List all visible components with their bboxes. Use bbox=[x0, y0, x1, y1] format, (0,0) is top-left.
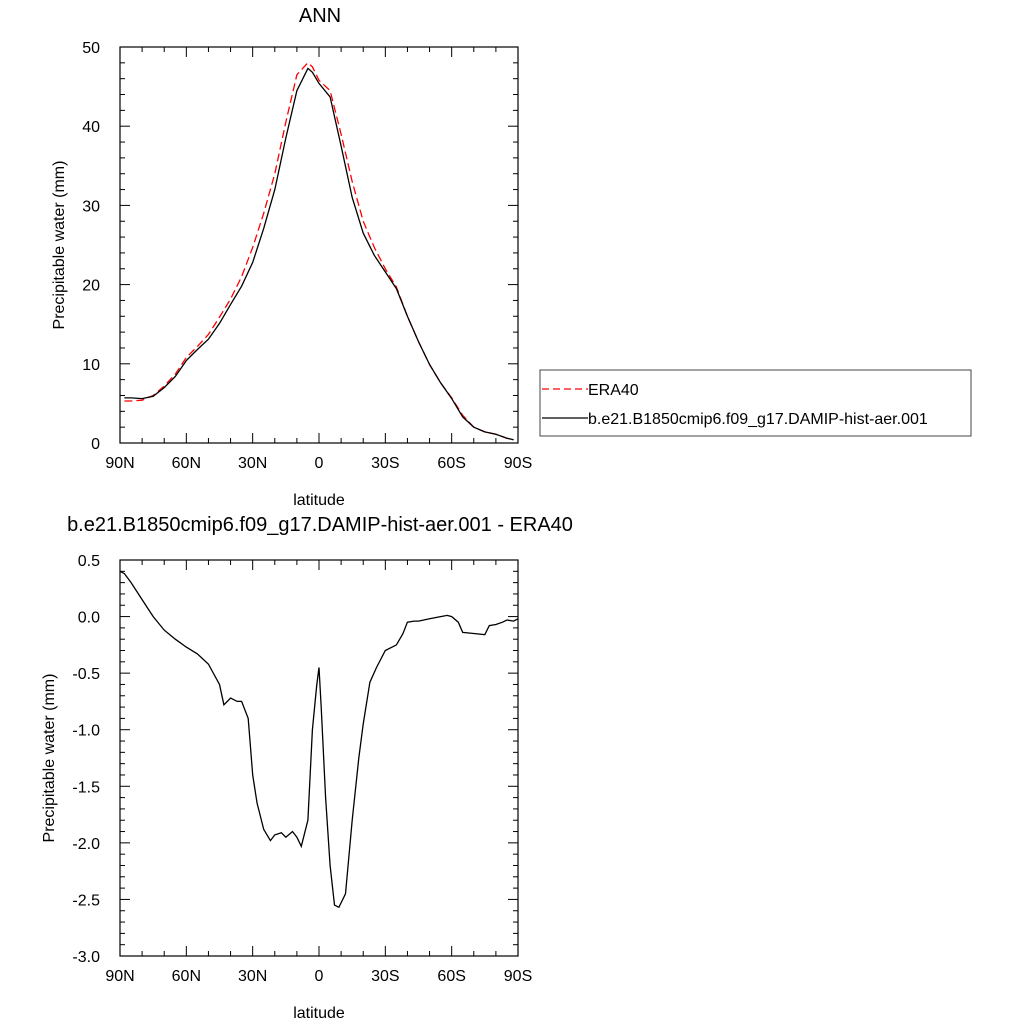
bottom-y-tick-label: 0.5 bbox=[78, 553, 100, 570]
legend-label-model: b.e21.B1850cmip6.f09_g17.DAMIP-hist-aer.… bbox=[588, 411, 928, 428]
bottom-y-axis-label: Precipitable water (mm) bbox=[41, 674, 58, 843]
top-y-tick-label: 20 bbox=[82, 278, 100, 295]
top-axes-group: 90N 60N 30N 0 30S 60S 90S 0 10 20 30 40 50 bbox=[82, 40, 532, 472]
bottom-y-tick-label: -0.5 bbox=[72, 666, 100, 683]
legend-box bbox=[539, 369, 972, 437]
top-series-line-0 bbox=[124, 61, 514, 441]
legend: ERA40 b.e21.B1850cmip6.f09_g17.DAMIP-his… bbox=[539, 369, 972, 437]
top-x-tick-label: 30S bbox=[371, 455, 399, 472]
top-y-tick-label: 40 bbox=[82, 119, 100, 136]
top-x-tick-label: 60S bbox=[437, 455, 465, 472]
top-plot-frame bbox=[119, 46, 519, 444]
top-y-tick-label: 30 bbox=[82, 198, 100, 215]
top-x-axis-label: latitude bbox=[293, 492, 345, 509]
top-x-tick-label: 30N bbox=[238, 455, 267, 472]
bottom-y-tick-label: -1.5 bbox=[72, 779, 100, 796]
bottom-y-tick-label: -2.5 bbox=[72, 892, 100, 909]
top-series-line-1 bbox=[124, 67, 514, 441]
top-x-tick-label: 90S bbox=[504, 455, 532, 472]
top-x-tick-label: 60N bbox=[172, 455, 201, 472]
bottom-x-tick-label: 60S bbox=[437, 968, 465, 985]
bottom-chart-title: b.e21.B1850cmip6.f09_g17.DAMIP-hist-aer.… bbox=[67, 514, 573, 536]
bottom-y-tick-label: 0.0 bbox=[78, 610, 100, 627]
bottom-x-tick-label: 90N bbox=[105, 968, 134, 985]
bottom-x-axis-label: latitude bbox=[293, 1005, 345, 1022]
top-y-tick-label: 0 bbox=[91, 436, 100, 453]
bottom-plot-frame bbox=[119, 559, 519, 957]
bottom-y-tick-label: -3.0 bbox=[72, 949, 100, 966]
top-chart-title: ANN bbox=[299, 5, 341, 27]
bottom-series-group bbox=[119, 570, 519, 909]
legend-label-era40: ERA40 bbox=[588, 382, 639, 399]
top-y-tick-label: 50 bbox=[82, 40, 100, 57]
top-y-axis-label: Precipitable water (mm) bbox=[51, 161, 68, 330]
bottom-x-tick-label: 90S bbox=[504, 968, 532, 985]
top-y-tick-label: 10 bbox=[82, 357, 100, 374]
bottom-x-tick-label: 30N bbox=[238, 968, 267, 985]
top-x-tick-label: 90N bbox=[105, 455, 134, 472]
top-x-tick-label: 0 bbox=[315, 455, 324, 472]
bottom-chart: b.e21.B1850cmip6.f09_g17.DAMIP-hist-aer.… bbox=[41, 514, 573, 1022]
bottom-y-tick-label: -2.0 bbox=[72, 836, 100, 853]
top-chart: ANN 90N 60N 30N 0 30S 60S 90S 0 10 20 30 40 50 latit… bbox=[51, 5, 972, 509]
bottom-series-line-0 bbox=[119, 570, 519, 909]
bottom-x-tick-label: 60N bbox=[172, 968, 201, 985]
top-series-group bbox=[124, 61, 514, 441]
bottom-x-tick-label: 0 bbox=[315, 968, 324, 985]
bottom-axes-group: 90N 60N 30N 0 30S 60S 90S 0.5 0.0 -0.5 -1.0 -1.5 -2.… bbox=[72, 553, 532, 985]
bottom-y-tick-label: -1.0 bbox=[72, 723, 100, 740]
bottom-x-tick-label: 30S bbox=[371, 968, 399, 985]
